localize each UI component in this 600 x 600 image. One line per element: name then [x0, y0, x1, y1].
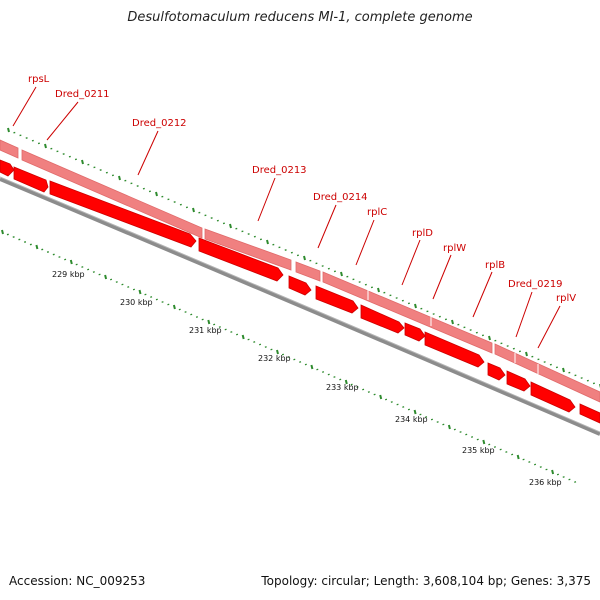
scale-label: 229 kbp	[52, 270, 85, 279]
scale-label: 234 kbp	[395, 415, 428, 424]
gene-arrow-11[interactable]	[506, 370, 531, 392]
scale-label: 235 kbp	[462, 446, 495, 455]
upper-tick	[340, 271, 343, 277]
gene-label[interactable]: Dred_0219	[508, 279, 563, 290]
genome-summary-text: Topology: circular; Length: 3,608,104 bp…	[261, 574, 591, 588]
scale-tick	[172, 304, 176, 310]
gene-label[interactable]: rplW	[443, 243, 466, 254]
gene-arrow-4[interactable]	[198, 237, 284, 282]
scale-tick	[1, 229, 4, 235]
scale-label: 233 kbp	[326, 383, 359, 392]
pointer-rplD	[401, 239, 421, 286]
upper-tick	[414, 303, 417, 309]
scale-tick	[310, 364, 314, 370]
scale-tick	[276, 349, 279, 355]
gene-arrow-12[interactable]	[530, 381, 576, 413]
gene-arrow-9[interactable]	[424, 331, 485, 368]
gene-arrow-5[interactable]	[288, 275, 312, 296]
pointer-rplV	[537, 305, 561, 349]
pointer-Dred_0211	[46, 101, 79, 141]
upper-tick	[266, 239, 269, 245]
scale-label: 236 kbp	[529, 478, 562, 487]
label-pointers	[12, 86, 561, 349]
gene-block-upper-6[interactable]	[494, 343, 600, 403]
upper-tick	[488, 335, 491, 341]
gene-track-upper	[0, 139, 600, 403]
gene-block-upper-4[interactable]	[295, 261, 321, 282]
scale-tick	[344, 379, 348, 385]
upper-tick	[525, 351, 528, 357]
gene-arrow-2[interactable]	[13, 166, 49, 193]
scale-tick	[447, 424, 451, 430]
gene-label[interactable]: rplV	[556, 293, 576, 304]
upper-tick	[155, 191, 158, 197]
scale-tick	[413, 409, 417, 415]
gene-label[interactable]: Dred_0214	[313, 192, 368, 203]
gene-arrow-3[interactable]	[49, 180, 197, 248]
upper-tick	[118, 175, 121, 181]
gene-block-upper-3[interactable]	[204, 228, 292, 271]
scale-tick-track	[1, 229, 577, 483]
gene-arrow-13[interactable]	[579, 403, 600, 424]
upper-tick	[377, 287, 380, 293]
pointer-Dred_0219	[515, 291, 533, 338]
gene-labels: rpsL Dred_0211 Dred_0212 Dred_0213 Dred_…	[28, 74, 576, 304]
upper-tick	[303, 255, 306, 261]
upper-tick	[81, 159, 84, 165]
gene-block-upper-1[interactable]	[0, 139, 19, 159]
gene-track-lower	[0, 159, 600, 424]
gene-arrow-1[interactable]	[0, 159, 15, 177]
scale-tick	[516, 454, 520, 460]
upper-tick	[229, 223, 232, 229]
gene-arrow-10[interactable]	[487, 362, 506, 381]
gene-block-upper-2[interactable]	[21, 149, 203, 239]
accession-text: Accession: NC_009253	[9, 574, 146, 588]
scale-tick	[551, 469, 555, 475]
pointer-rplB	[472, 271, 493, 318]
pointer-Dred_0213	[257, 177, 276, 222]
gene-arrow-6[interactable]	[315, 285, 359, 314]
pointer-rpsL	[12, 86, 37, 127]
pointer-rplW	[432, 254, 452, 300]
upper-tick	[44, 143, 47, 149]
map-title: Desulfotomaculum reducens MI-1, complete…	[127, 10, 473, 25]
scale-tick	[35, 244, 39, 250]
gene-label[interactable]: Dred_0212	[132, 118, 187, 129]
pointer-Dred_0212	[137, 130, 159, 176]
gene-label[interactable]: rpsL	[28, 74, 50, 85]
upper-tick	[192, 207, 195, 213]
pointer-rplC	[355, 219, 375, 266]
gene-label[interactable]: Dred_0213	[252, 165, 307, 176]
scale-tick	[69, 259, 73, 265]
scale-labels: 229 kbp 230 kbp 231 kbp 232 kbp 233 kbp …	[52, 270, 562, 487]
upper-tick	[7, 127, 10, 133]
upper-tick	[451, 319, 454, 325]
gene-arrow-8[interactable]	[404, 322, 426, 342]
scale-label: 230 kbp	[120, 298, 153, 307]
gene-label[interactable]: rplB	[485, 260, 505, 271]
gene-arrow-7[interactable]	[360, 304, 405, 334]
scale-tick	[104, 274, 108, 280]
gene-label[interactable]: rplC	[367, 207, 387, 218]
scale-tick	[241, 334, 245, 340]
scale-label: 231 kbp	[189, 326, 222, 335]
scale-tick	[379, 394, 383, 400]
scale-tick	[482, 439, 486, 445]
scale-tick	[138, 289, 142, 295]
genome-backbone	[0, 176, 600, 436]
gene-label[interactable]: rplD	[412, 228, 433, 239]
scale-label: 232 kbp	[258, 354, 291, 363]
gene-label[interactable]: Dred_0211	[55, 89, 110, 100]
upper-tick-track	[7, 127, 600, 389]
pointer-Dred_0214	[317, 204, 337, 249]
scale-tick	[207, 319, 211, 325]
upper-tick	[562, 367, 565, 373]
gene-block-upper-5[interactable]	[322, 271, 493, 354]
